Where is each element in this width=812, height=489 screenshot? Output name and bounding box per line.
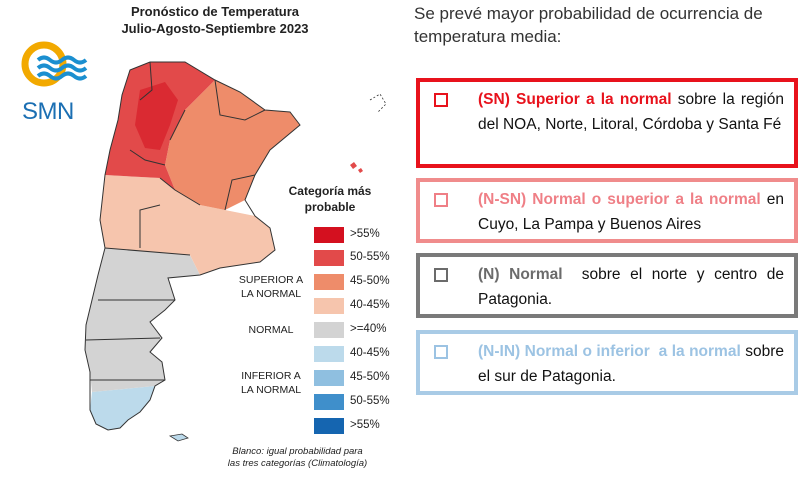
map-footnote-line-2: las tres categorías (Climatología) [227,458,368,469]
forecast-text-sn: (SN) Superior a la normal sobre la regió… [478,88,784,137]
map-region-noa-core [135,82,178,150]
forecast-rest-nsn: en Cuyo, La Pampa y Buenos Aires [478,191,784,233]
legend-swatch-inf-40-45 [314,346,344,362]
map-region-patagonia-normal [85,248,200,392]
forecast-lead-n: (N) Normal [478,266,563,283]
legend-group-inferior-line-1: INFERIOR A [241,370,301,382]
legend-swatch-inf-45-50 [314,370,344,386]
legend-label-sup-45-50: 45-50% [350,275,390,287]
forecast-box-nsn: (N-SN) Normal o superior a la normal en … [416,178,798,243]
legend-swatch-sup-55 [314,227,344,243]
map-region-litoral-norte [165,80,300,210]
legend-group-inferior: INFERIOR A LA NORMAL [232,369,310,397]
legend-label-normal: >=40% [350,323,387,335]
legend-swatch-inf-50-55 [314,394,344,410]
province-borders [84,61,301,431]
smn-logo-text: SMN [22,98,74,125]
legend-swatch-inf-55 [314,418,344,434]
legend-heading-line-1: Categoría más [288,184,372,198]
legend-group-inferior-line-2: LA NORMAL [240,384,302,396]
map-region-cuyo-pampa-ba [100,175,275,275]
forecast-box-nin: (N-IN) Normal o inferior a la normal sob… [416,330,798,395]
map-region-south-patagonia [90,386,155,430]
map-title-line-1: Pronóstico de Temperatura [130,4,300,19]
map-title-line-2: Julio-Agosto-Septiembre 2023 [121,21,309,36]
legend-heading: Categoría más probable [280,183,380,215]
legend-label-inf-45-50: 45-50% [350,371,390,383]
legend-label-sup-50-55: 50-55% [350,251,390,263]
forecast-rest-nin: sobre el sur de Patagonia. [478,343,784,385]
legend-swatch-sup-45-50 [314,274,344,290]
checkbox-icon [434,268,448,282]
legend-group-superior-line-2: LA NORMAL [240,288,302,300]
forecast-rest-sn: sobre la región del NOA, Norte, Litoral,… [478,91,784,133]
legend-label-sup-40-45: 40-45% [350,299,390,311]
map-footnote-line-1: Blanco: igual probabilidad para [232,446,363,457]
forecast-box-sn: (SN) Superior a la normal sobre la regió… [416,78,798,168]
legend-label-inf-40-45: 40-45% [350,347,390,359]
forecast-lead-sn: (SN) Superior a la normal [478,91,672,108]
forecast-lead-nin: (N-IN) Normal o inferior a la normal [478,343,741,360]
legend-label-sup-55: >55% [350,228,380,240]
forecast-lead-nsn: (N-SN) Normal o superior a la normal [478,191,761,208]
forecast-text-nsn: (N-SN) Normal o superior a la normal en … [478,188,784,237]
legend-swatch-sup-40-45 [314,298,344,314]
legend-group-superior-line-1: SUPERIOR A [238,274,304,286]
forecast-rest-n: sobre el norte y centro de Patagonia. [478,266,789,308]
smn-logo-icon [21,41,88,87]
forecast-text-n: (N) Normal sobre el norte y centro de Pa… [478,263,784,312]
checkbox-icon [434,345,448,359]
legend-label-inf-50-55: 50-55% [350,395,390,407]
forecast-box-n: (N) Normal sobre el norte y centro de Pa… [416,253,798,318]
legend-group-superior: SUPERIOR A LA NORMAL [232,273,310,301]
legend-heading-line-2: probable [304,200,356,214]
forecast-text-nin: (N-IN) Normal o inferior a la normal sob… [478,340,784,389]
legend-label-inf-55: >55% [350,419,380,431]
map-islands-malvinas [350,162,363,173]
legend-swatch-normal [314,322,344,338]
checkbox-icon [434,193,448,207]
intro-text: Se prevé mayor probabilidad de ocurrenci… [414,4,763,46]
map-footnote: Blanco: igual probabilidad para las tres… [205,446,390,470]
map-title: Pronóstico de Temperatura Julio-Agosto-S… [70,3,360,37]
checkbox-icon [434,93,448,107]
legend-group-normal: NORMAL [248,324,294,336]
legend-swatch-sup-50-55 [314,250,344,266]
map-tierra-del-fuego [168,433,189,442]
